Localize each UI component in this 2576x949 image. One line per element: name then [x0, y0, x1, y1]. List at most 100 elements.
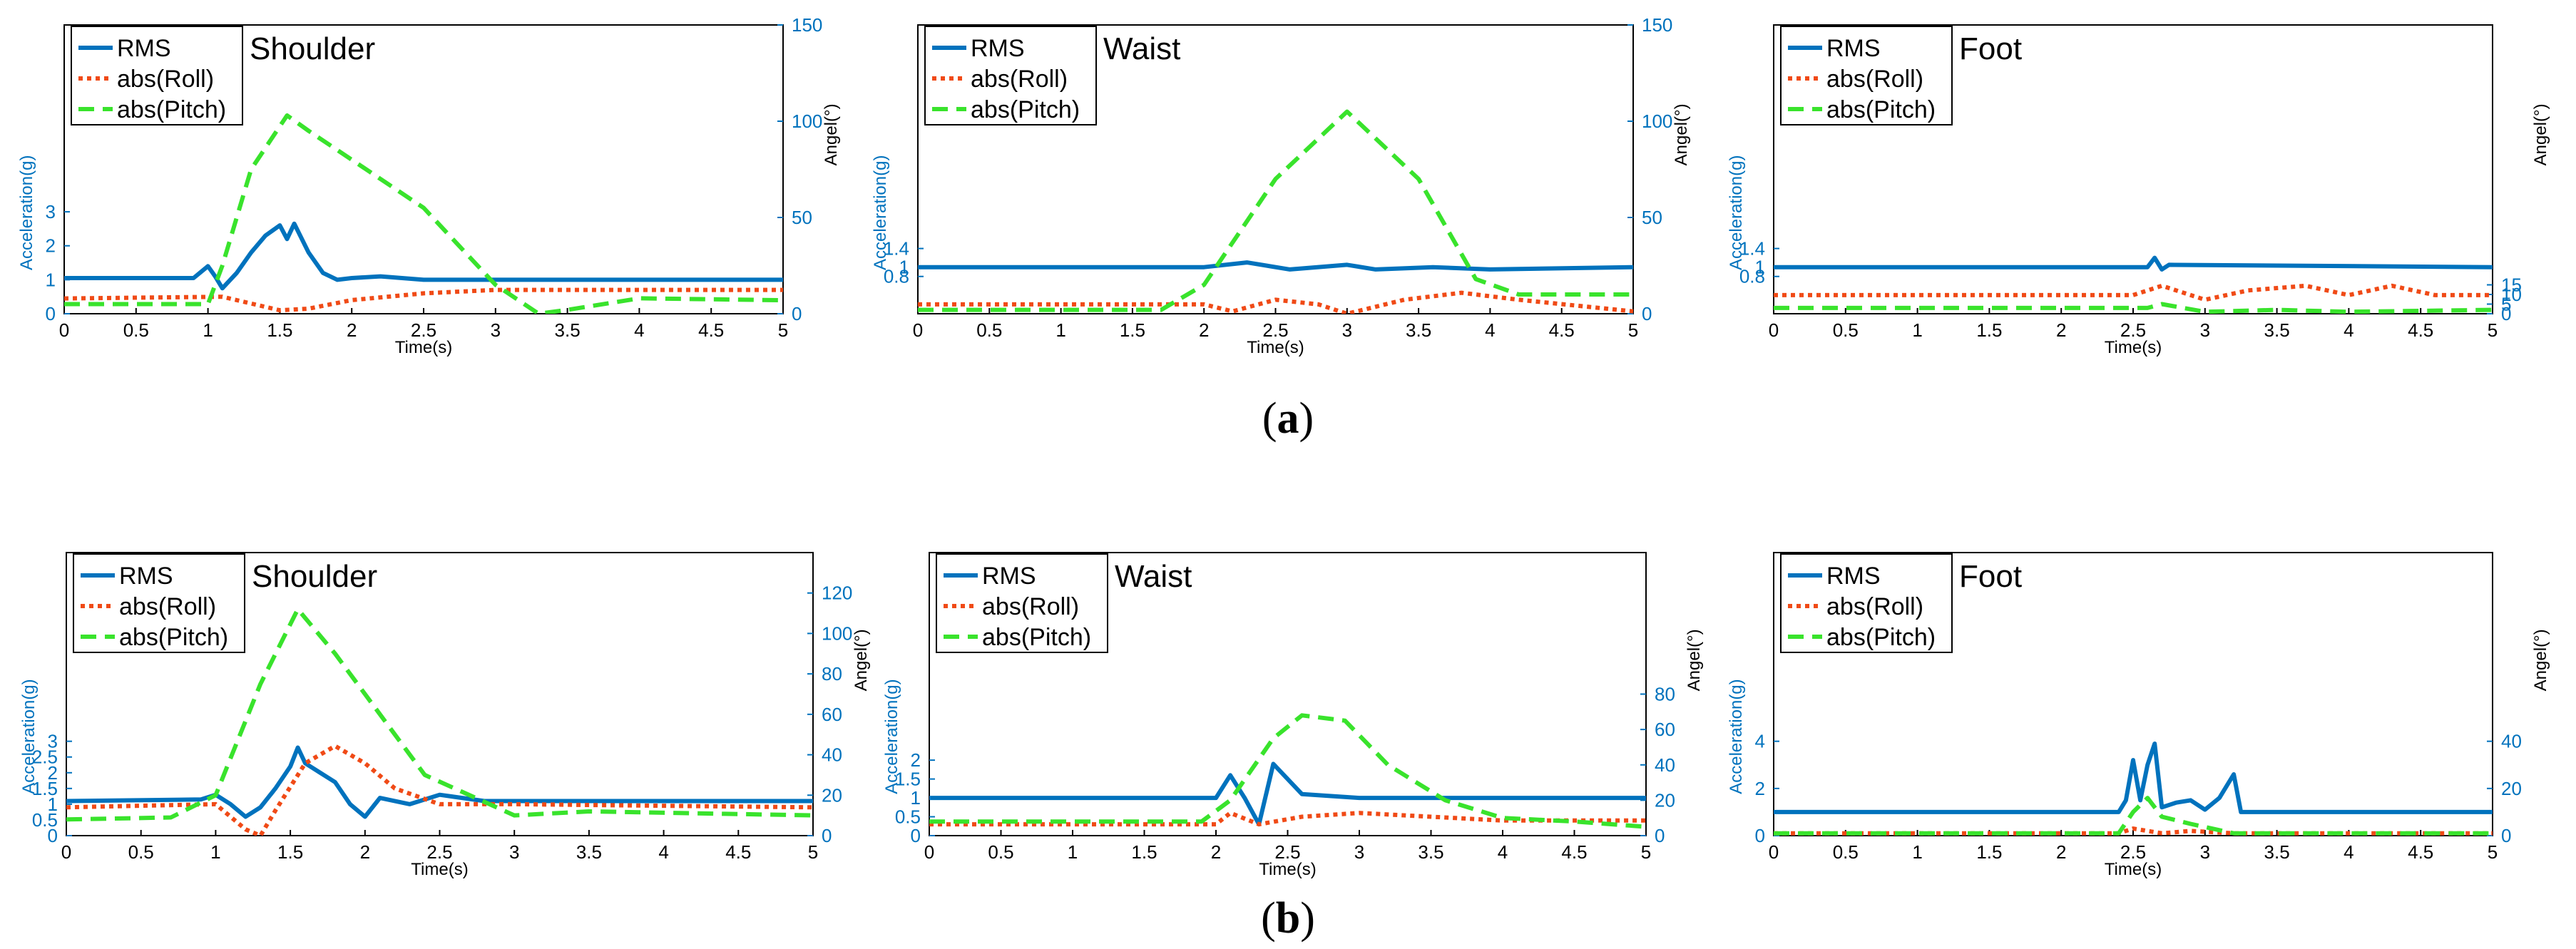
y2-tick-label: 20	[822, 784, 842, 806]
y-axis-label: Acceleration(g)	[17, 155, 36, 270]
x-axis-label: Time(s)	[2105, 860, 2162, 879]
legend-label: RMS	[119, 563, 173, 590]
y-axis-label: Acceleration(g)	[871, 155, 890, 270]
y2-tick-label: 150	[792, 14, 822, 36]
legend-box	[1780, 553, 1953, 653]
x-tick-label: 1.5	[267, 319, 292, 341]
x-tick-label: 0.5	[1833, 319, 1859, 341]
x-tick-label: 1.5	[1131, 841, 1157, 863]
x-tick-label: 3.5	[2264, 319, 2290, 341]
series-absroll	[1774, 283, 2493, 302]
x-tick-label: 2	[2056, 841, 2066, 863]
y2-tick-label: 120	[822, 583, 852, 604]
legend-label: abs(Roll)	[1826, 66, 1923, 93]
y-tick-label: 2	[48, 762, 58, 784]
legend-label: abs(Pitch)	[1826, 624, 1936, 651]
legend-label: abs(Roll)	[971, 66, 1068, 93]
y-tick-label: 2.5	[32, 747, 58, 768]
y2-tick-label: 0	[2501, 825, 2511, 846]
x-tick-label: 2.5	[2120, 319, 2146, 341]
chart-2: 0 0.5 1 1.5 2 2.5 3 3.5 4 4.5 50.811.4050100150Tim…	[871, 14, 1691, 357]
y2-tick-label: 150	[1642, 14, 1672, 36]
y-tick-label: 0.5	[895, 806, 921, 828]
chart-title: Foot	[1959, 559, 2022, 594]
y-tick-label: 0	[48, 825, 58, 846]
y-tick-label: 2	[46, 235, 56, 257]
y2-tick-label: 60	[822, 704, 842, 725]
x-tick-label: 2	[360, 841, 370, 863]
y2-tick-label: 10	[2501, 284, 2522, 305]
chart-title: Shoulder	[252, 559, 377, 594]
x-tick-label: 3	[509, 841, 519, 863]
y-tick-label: 1.4	[1739, 238, 1765, 260]
y2-axis-label: Angel(°)	[852, 629, 871, 691]
legend-label: abs(Pitch)	[982, 624, 1091, 651]
x-tick-label: 4.5	[1549, 319, 1575, 341]
x-tick-label: 3.5	[1418, 841, 1443, 863]
y-tick-label: 1	[46, 269, 56, 290]
legend-label: abs(Pitch)	[1826, 96, 1936, 123]
y2-axis-label: Angel(°)	[2531, 103, 2550, 165]
y2-axis-label: Angel(°)	[1685, 629, 1704, 691]
y-tick-label: 1.5	[32, 778, 58, 799]
x-tick-label: 1.5	[1976, 841, 2002, 863]
x-tick-label: 0	[924, 841, 934, 863]
y-tick-label: 1	[48, 794, 58, 815]
series-rms	[1774, 255, 2493, 272]
y-tick-label: 0.5	[32, 809, 58, 831]
x-tick-label: 3.5	[1406, 319, 1431, 341]
series-abspitch	[918, 109, 1633, 312]
y2-tick-label: 100	[792, 111, 822, 132]
x-tick-label: 2.5	[1274, 841, 1300, 863]
x-tick-label: 0.5	[128, 841, 154, 863]
y2-tick-label: 5	[2501, 294, 2511, 315]
y2-tick-label: 0	[2501, 303, 2511, 324]
x-axis-label: Time(s)	[395, 338, 452, 357]
series-rms	[929, 761, 1646, 827]
x-axis-label: Time(s)	[2105, 338, 2162, 357]
legend-label: abs(Pitch)	[117, 96, 226, 123]
y-tick-label: 1	[899, 257, 909, 278]
legend-label: abs(Pitch)	[971, 96, 1080, 123]
x-tick-label: 4	[634, 319, 644, 341]
y2-tick-label: 80	[1655, 684, 1675, 705]
y2-tick-label: 100	[822, 622, 852, 644]
y-tick-label: 2	[1755, 778, 1765, 799]
x-tick-label: 0.5	[123, 319, 149, 341]
x-tick-label: 1	[1912, 841, 1922, 863]
x-tick-label: 5	[2488, 319, 2498, 341]
x-tick-label: 5	[808, 841, 818, 863]
legend-label: abs(Roll)	[119, 593, 216, 620]
x-tick-label: 0.5	[1833, 841, 1859, 863]
x-tick-label: 5	[2488, 841, 2498, 863]
x-tick-label: 5	[1628, 319, 1638, 341]
y-tick-label: 1.5	[895, 769, 921, 790]
y-tick-label: 1	[911, 787, 921, 809]
series-abspitch	[1774, 796, 2493, 836]
x-tick-label: 1.5	[1120, 319, 1145, 341]
x-axis-label: Time(s)	[1247, 338, 1304, 357]
x-tick-label: 4.5	[725, 841, 751, 863]
x-tick-label: 1	[1068, 841, 1078, 863]
legend-label: abs(Roll)	[1826, 593, 1923, 620]
chart-3: 0 0.5 1 1.5 2 2.5 3 3.5 4 4.5 50.811.4051015Time(s…	[1727, 24, 2550, 357]
chart-title: Foot	[1959, 31, 2022, 66]
series-absroll	[929, 811, 1646, 827]
y2-tick-label: 50	[1642, 207, 1662, 228]
x-tick-label: 4	[1485, 319, 1495, 341]
x-tick-label: 1	[210, 841, 220, 863]
legend-label: abs(Pitch)	[119, 624, 228, 651]
x-tick-label: 5	[1641, 841, 1651, 863]
y2-axis-label: Angel(°)	[1672, 103, 1691, 165]
legend-label: RMS	[971, 35, 1025, 62]
x-tick-label: 5	[778, 319, 788, 341]
x-tick-label: 4	[1498, 841, 1508, 863]
legend-box	[71, 26, 243, 125]
series-absroll	[918, 290, 1633, 314]
y2-tick-label: 20	[2501, 778, 2522, 799]
series-rms	[1774, 742, 2493, 814]
x-tick-label: 3	[2200, 841, 2210, 863]
x-tick-label: 0.5	[976, 319, 1002, 341]
x-tick-label: 3.5	[576, 841, 602, 863]
